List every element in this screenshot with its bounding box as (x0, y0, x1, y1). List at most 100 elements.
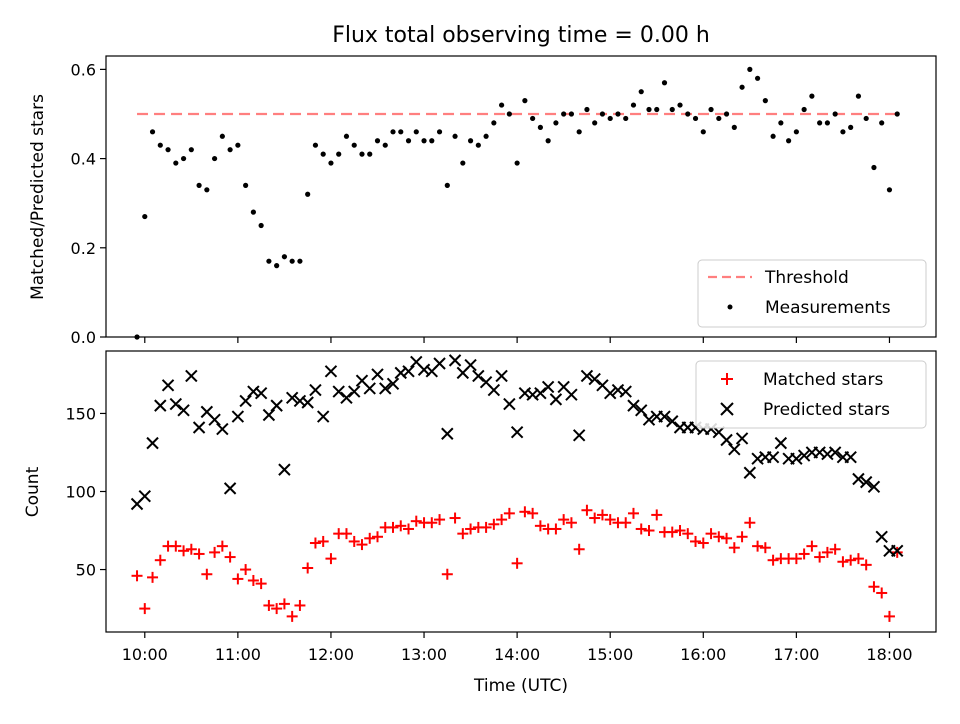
predicted-stars-point (534, 386, 547, 400)
measurement-point (801, 106, 807, 113)
matched-stars-point (348, 535, 360, 547)
measurement-point (243, 182, 249, 188)
top-y-tick-label: 0.6 (71, 60, 96, 79)
matched-stars-point (868, 581, 880, 593)
matched-stars-point (596, 509, 608, 521)
measurement-point (754, 75, 761, 81)
measurement-point (723, 111, 730, 117)
predicted-stars-point (448, 354, 462, 367)
top-y-tick-label: 0.4 (71, 150, 96, 169)
predicted-stars-point (371, 368, 384, 381)
legend-measurements-label: Measurements (765, 298, 891, 318)
measurement-point (607, 115, 613, 122)
predicted-stars-point (859, 475, 873, 489)
matched-stars-point (426, 517, 438, 529)
predicted-stars-point (309, 383, 322, 397)
matched-stars-point (488, 518, 500, 530)
measurement-point (863, 115, 869, 122)
predicted-stars-point (379, 382, 392, 395)
measurement-point (661, 80, 668, 86)
matched-stars-point (814, 551, 826, 563)
predicted-stars-point (495, 369, 508, 383)
matched-stars-point (852, 553, 864, 565)
matched-stars-point (263, 599, 275, 611)
matched-stars-point (790, 553, 802, 565)
matched-stars-point (185, 543, 197, 555)
matched-stars-point (496, 514, 508, 526)
matched-stars-point (558, 514, 570, 526)
x-tick-label: 17:00 (773, 645, 819, 664)
matched-stars-point (565, 517, 577, 529)
measurement-point (266, 258, 272, 264)
measurement-point (444, 182, 450, 188)
predicted-stars-point (262, 408, 276, 422)
predicted-stars-point (790, 452, 803, 465)
predicted-stars-point (891, 544, 904, 558)
predicted-stars-point (316, 410, 330, 423)
matched-stars-point (674, 525, 686, 537)
predicted-stars-point (503, 397, 516, 411)
predicted-stars-point (402, 365, 415, 378)
measurement-point (568, 111, 575, 117)
legend-measurements-swatch (727, 304, 733, 310)
top-y-tick-label: 0.0 (71, 328, 96, 347)
measurement-point (258, 222, 264, 229)
predicted-stars-point (138, 489, 151, 503)
matched-stars-point (736, 531, 748, 543)
matched-stars-point (309, 537, 321, 549)
measurement-point (227, 147, 233, 153)
predicted-stars-point (161, 379, 175, 392)
matched-stars-point (721, 532, 733, 544)
predicted-stars-point (549, 393, 563, 406)
measurement-point (460, 160, 466, 166)
matched-stars-point (845, 554, 857, 566)
legend-matched-swatch (721, 373, 733, 385)
predicted-stars-point (472, 369, 485, 383)
predicted-stars-point (658, 410, 671, 423)
measurement-point (522, 98, 528, 104)
matched-stars-point (325, 553, 337, 565)
matched-stars-point (356, 539, 368, 551)
matched-stars-point (255, 578, 267, 590)
bottom-x-axis-ticks: 10:00 11:00 12:00 13:00 14:00 15:00 16:00 17:00… (122, 632, 913, 664)
matched-stars-point (480, 521, 492, 533)
matched-stars-point (302, 562, 314, 574)
top-y-tick-label: 0.2 (71, 239, 96, 258)
measurement-point (235, 142, 241, 148)
top-legend: Threshold Measurements (697, 259, 927, 328)
measurement-point (886, 187, 893, 193)
measurement-point (142, 213, 148, 220)
measurement-point (894, 111, 900, 117)
legend-predicted-label: Predicted stars (763, 400, 890, 420)
measurement-point (359, 151, 365, 157)
bottom-legend: Matched stars Predicted stars (695, 360, 927, 429)
measurement-point (499, 102, 505, 108)
matched-stars-point (798, 548, 810, 560)
predicted-stars-point (231, 410, 245, 423)
bottom-y-axis-ticks: 50 100 150 (65, 404, 106, 580)
predicted-stars-point (565, 388, 578, 401)
bottom-series-layer (130, 354, 904, 622)
predicted-stars-point (852, 472, 865, 486)
x-axis-label: Time (UTC) (473, 676, 568, 696)
predicted-stars-point (728, 443, 741, 456)
predicted-stars-point (603, 386, 617, 400)
matched-stars-point (271, 603, 283, 615)
matched-stars-point (713, 531, 725, 543)
measurement-point (685, 111, 691, 117)
matched-stars-point (581, 504, 593, 516)
measurement-point (514, 160, 520, 166)
measurement-point (305, 191, 311, 197)
measurement-point (716, 115, 722, 122)
measurement-point (537, 124, 543, 130)
measurement-point (173, 160, 179, 166)
measurement-point (762, 98, 768, 104)
measurement-point (840, 129, 846, 135)
matched-stars-point (627, 507, 639, 519)
measurement-point (157, 142, 163, 148)
measurement-point (561, 111, 567, 117)
measurement-point (374, 138, 381, 144)
measurement-point (204, 187, 210, 193)
